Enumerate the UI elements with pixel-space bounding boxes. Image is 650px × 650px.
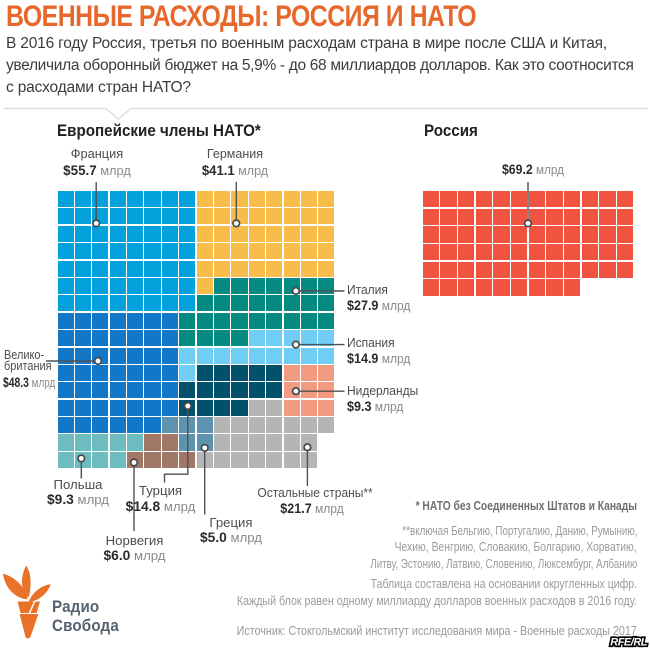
svg-text:RFE/RL: RFE/RL	[610, 637, 648, 649]
